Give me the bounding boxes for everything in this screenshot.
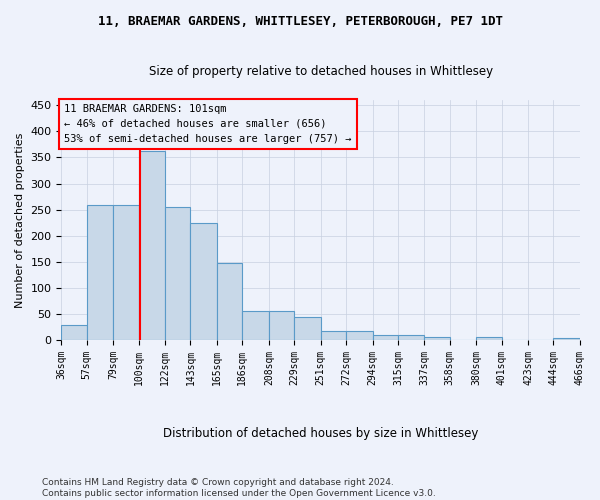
Bar [139,150,165,340]
Y-axis label: Number of detached properties: Number of detached properties [15,132,25,308]
Bar [269,310,294,340]
Bar [398,334,424,340]
Bar [294,317,321,340]
Bar [553,338,580,340]
Bar [373,334,398,340]
Bar [113,204,139,340]
Bar [321,331,346,340]
Bar [242,310,269,340]
Bar [87,204,113,340]
Bar [424,336,450,340]
Text: 11, BRAEMAR GARDENS, WHITTLESEY, PETERBOROUGH, PE7 1DT: 11, BRAEMAR GARDENS, WHITTLESEY, PETERBO… [97,15,503,28]
X-axis label: Distribution of detached houses by size in Whittlesey: Distribution of detached houses by size … [163,427,478,440]
Bar [190,223,217,340]
Text: 11 BRAEMAR GARDENS: 101sqm
← 46% of detached houses are smaller (656)
53% of sem: 11 BRAEMAR GARDENS: 101sqm ← 46% of deta… [64,104,352,144]
Bar [476,337,502,340]
Bar [61,324,87,340]
Title: Size of property relative to detached houses in Whittlesey: Size of property relative to detached ho… [149,65,493,78]
Bar [346,331,373,340]
Bar [165,207,190,340]
Bar [217,263,242,340]
Text: Contains HM Land Registry data © Crown copyright and database right 2024.
Contai: Contains HM Land Registry data © Crown c… [42,478,436,498]
